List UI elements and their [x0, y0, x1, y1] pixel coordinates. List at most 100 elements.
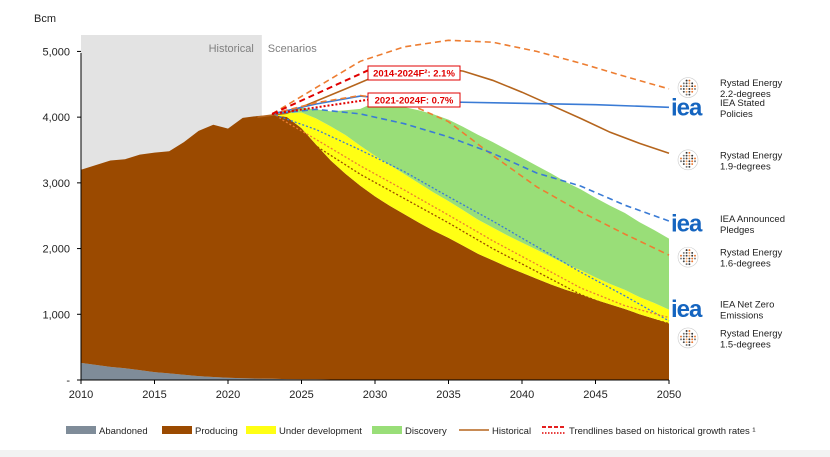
rystad-logo-dot [682, 260, 685, 263]
rystad-logo-dot [682, 257, 685, 260]
x-tick-label: 2030 [363, 389, 387, 401]
legend-swatch [66, 426, 96, 434]
rystad-logo-dot [688, 338, 691, 341]
rystad-logo-dot [685, 165, 688, 168]
trendline-label-box [367, 65, 461, 81]
rystad-logo-dot [691, 82, 694, 85]
rystad-logo-dot [688, 251, 691, 254]
y-tick-label: 3,000 [42, 178, 70, 190]
iea-logo: iea [671, 211, 704, 238]
rystad-logo-dot [685, 332, 688, 335]
rystad-logo-dot [685, 88, 688, 90]
area-discovery [81, 102, 669, 310]
y-tick-label: 1,000 [42, 309, 70, 321]
rystad-logo-dot [691, 163, 694, 166]
legend-label: Discovery [405, 426, 447, 437]
rystad-logo-dot [685, 341, 688, 344]
x-tick-label: 2040 [510, 389, 534, 401]
rystad-logo-dot [688, 93, 691, 96]
rystad-logo-dot [688, 332, 691, 335]
rystad-logo-dot [688, 151, 691, 154]
rystad-logo-dot [680, 335, 682, 338]
scenario-label: Rystad Energy [720, 150, 783, 161]
rystad-logo-dot [682, 341, 685, 344]
rystad-logo-dot [685, 79, 688, 82]
rystad-logo-dot [691, 251, 694, 254]
rystad-logo-dot [694, 157, 696, 160]
rystad-logo-dot [685, 254, 688, 257]
x-tick-label: 2020 [216, 389, 240, 401]
legend-label: Producing [195, 426, 238, 437]
x-tick-label: 2015 [142, 389, 166, 401]
rystad-logo-dot [691, 88, 694, 90]
rystad-logo [677, 246, 699, 268]
rystad-logo-dot [688, 329, 691, 332]
rystad-logo-dot [691, 90, 694, 93]
y-tick-label: 2,000 [42, 244, 70, 256]
rystad-logo-dot [694, 254, 696, 257]
rystad-logo-dot [688, 343, 691, 346]
rystad-logo-dot [685, 163, 688, 166]
rystad-logo-dot [688, 260, 691, 263]
legend-item: Abandoned [66, 426, 148, 437]
rystad-logo-dot [688, 254, 691, 257]
rystad-logo-dot [685, 85, 688, 88]
line-rystad-energy-1-6-degrees [271, 113, 670, 319]
rystad-logo-dot [688, 257, 691, 260]
legend-swatch [246, 426, 276, 434]
y-tick-label: - [66, 375, 70, 387]
legend-swatch [162, 426, 192, 434]
legend-swatch [372, 426, 402, 434]
scenario-label: IEA Stated [720, 98, 765, 109]
legend-label: Under development [279, 426, 362, 437]
rystad-logo [677, 327, 699, 349]
rystad-logo-dot [688, 88, 691, 90]
iea-logo: iea [671, 296, 704, 323]
rystad-logo-dot [691, 85, 694, 88]
area-abandoned [81, 362, 669, 380]
scenario-label: Rystad Energy [720, 248, 783, 259]
rystad-logo-dot [691, 160, 694, 163]
line-iea-announced-pledges [272, 108, 670, 222]
rystad-logo-dot [691, 157, 694, 160]
x-tick-label: 2050 [657, 389, 681, 401]
rystad-logo-dot [680, 157, 682, 160]
rystad-logo-dot [685, 263, 688, 266]
rystad-logo-dot [694, 257, 696, 260]
rystad-logo-dot [682, 85, 685, 88]
legend: Abandoned Producing Under development Disco… [66, 426, 756, 437]
scenario-label: 2.2-degrees [720, 89, 771, 100]
scenario-label: Rystad Energy [720, 78, 783, 89]
line-historical [257, 66, 670, 155]
rystad-logo-dot [688, 85, 691, 88]
scenario-label: Pledges [720, 225, 755, 236]
rystad-logo-dot [688, 263, 691, 266]
trendline-label: 2014-2024F²: 2.1% [373, 69, 455, 80]
trendlines: 2014-2024F²: 2.1% 2021-2024F: 0.7% [271, 65, 461, 115]
rystad-logo-dot [685, 329, 688, 332]
rystad-logo-dot [682, 338, 685, 341]
rystad-logo-dot [691, 254, 694, 257]
rystad-logo-dot [680, 257, 682, 260]
scenario-label: 1.5-degrees [720, 339, 771, 350]
axes: Bcm - 1,000 2,000 3,000 4,000 5,000 2010 2015 202… [34, 13, 681, 401]
rystad-logo-dot [685, 90, 688, 93]
area-producing [81, 115, 669, 380]
rystad-logo-dot [685, 343, 688, 346]
scenario-label: Emissions [720, 311, 764, 322]
iea-logo-text: iea [671, 296, 703, 323]
rystad-logo-dot [688, 157, 691, 160]
rystad-logo-dot [685, 93, 688, 96]
x-tick-label: 2025 [289, 389, 313, 401]
iea-logo-text: iea [671, 211, 703, 238]
rystad-logo-dot [688, 249, 691, 252]
legend-label: Trendlines based on historical growth ra… [569, 426, 756, 437]
rystad-logo-dot [682, 88, 685, 90]
rystad-logo-dot [691, 154, 694, 157]
legend-label: Historical [492, 426, 531, 437]
line-rystad-energy-1-9-degrees [271, 94, 670, 256]
scenario-label: 1.9-degrees [720, 161, 771, 172]
rystad-logo-dot [694, 160, 696, 163]
rystad-logo-dot [685, 257, 688, 260]
rystad-logo-dot [688, 335, 691, 338]
